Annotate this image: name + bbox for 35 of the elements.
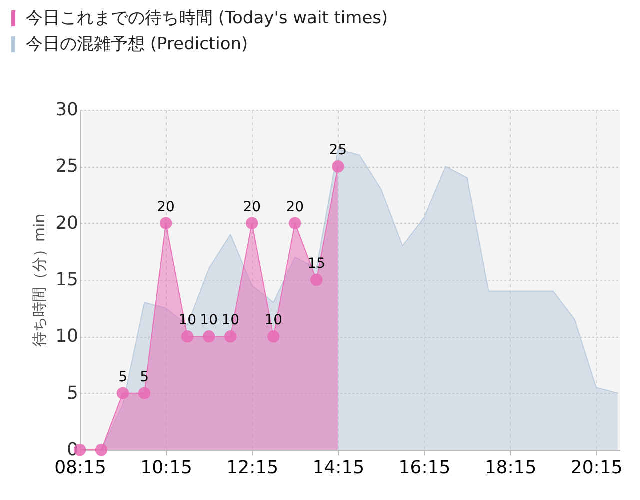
data-label: 5 (140, 369, 150, 386)
data-label: 20 (157, 199, 175, 216)
y-tick-label: 15 (56, 270, 78, 290)
data-label: 15 (308, 256, 326, 272)
data-label: 20 (243, 199, 262, 216)
point (224, 330, 237, 343)
data-label: 10 (200, 312, 218, 329)
data-label: 20 (286, 199, 304, 216)
data-label: 10 (178, 312, 196, 329)
point (160, 217, 172, 230)
point (332, 160, 344, 173)
x-tick-label: 14:15 (312, 458, 365, 478)
y-tick-label: 20 (56, 212, 78, 234)
x-tick-label: 16:15 (398, 458, 451, 478)
point (268, 330, 280, 343)
legend-label: 今日の混雑予想 (Prediction) (26, 34, 248, 54)
legend-label: 今日これまでの待ち時間 (Today's wait times) (26, 8, 388, 28)
x-tick-label: 20:15 (570, 458, 623, 478)
x-tick-label: 12:15 (226, 458, 279, 478)
point (310, 274, 323, 286)
x-tick-label: 18:15 (484, 458, 537, 478)
point (246, 217, 258, 230)
data-label: 10 (264, 312, 283, 329)
x-tick-label: 08:15 (54, 458, 106, 478)
y-axis-title: 待ち時間（分）min (30, 214, 49, 348)
y-tick-label: 30 (56, 100, 78, 120)
data-label: 5 (118, 369, 128, 386)
data-label: 25 (329, 142, 348, 159)
point (289, 217, 302, 230)
y-tick-label: 25 (56, 156, 78, 178)
y-tick-label: 10 (56, 326, 78, 348)
y-tick-label: 5 (67, 382, 78, 404)
data-label: 10 (222, 312, 240, 329)
x-tick-label: 10:15 (140, 458, 192, 478)
point (138, 387, 151, 400)
